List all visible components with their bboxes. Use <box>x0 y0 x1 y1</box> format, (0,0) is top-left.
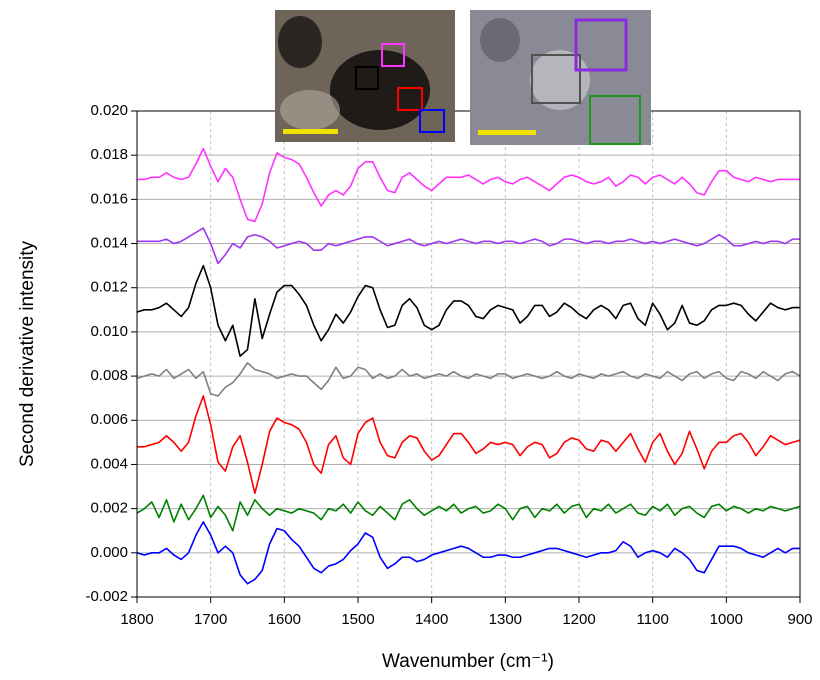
inset-marker <box>381 43 405 67</box>
y-tick-label: 0.000 <box>90 544 128 561</box>
x-axis-title: Wavenumber (cm⁻¹) <box>382 651 554 672</box>
x-tick-label: 1000 <box>710 611 743 628</box>
series-line <box>136 264 800 358</box>
inset-texture <box>330 50 430 130</box>
y-tick-label: 0.004 <box>90 455 128 472</box>
inset-image-right <box>470 10 651 145</box>
y-axis-title: Second derivative intensity <box>17 240 38 467</box>
x-tick-label: 1700 <box>194 611 227 628</box>
y-tick-label: 0.008 <box>90 367 128 384</box>
inset-texture <box>278 16 322 68</box>
inset-scale-bar <box>478 130 536 135</box>
y-tick-label: 0.020 <box>90 102 128 119</box>
plot-frame <box>136 110 801 598</box>
series-line <box>136 521 800 585</box>
y-tick-label: 0.012 <box>90 279 128 296</box>
inset-texture <box>280 90 340 130</box>
series-line <box>137 227 800 265</box>
x-tick-label: 900 <box>787 611 812 628</box>
y-tick-label: -0.002 <box>85 588 128 605</box>
inset-image-left <box>275 10 455 142</box>
x-tick-label: 1600 <box>268 611 301 628</box>
series-line <box>136 362 801 397</box>
inset-marker <box>419 109 445 133</box>
inset-scale-bar <box>283 129 338 134</box>
x-tick-label: 1300 <box>489 611 522 628</box>
x-tick-label: 1200 <box>562 611 595 628</box>
y-tick-label: 0.016 <box>90 190 128 207</box>
y-tick-label: 0.018 <box>90 146 128 163</box>
y-tick-label: 0.006 <box>90 411 128 428</box>
inset-marker <box>531 54 581 104</box>
y-tick-label: 0.014 <box>90 235 128 252</box>
x-tick-label: 1800 <box>120 611 153 628</box>
inset-texture <box>480 18 520 62</box>
y-tick-label: 0.002 <box>90 500 128 517</box>
x-tick-label: 1400 <box>415 611 448 628</box>
x-tick-label: 1100 <box>637 611 669 628</box>
inset-marker <box>589 95 641 145</box>
inset-marker <box>574 18 628 72</box>
x-tick-label: 1500 <box>341 611 374 628</box>
y-tick-label: 0.010 <box>90 323 128 340</box>
series-line <box>136 494 801 532</box>
series-line <box>137 147 800 223</box>
inset-marker <box>355 66 379 90</box>
series-line <box>137 395 801 494</box>
plot-area: -0.002 0.000 0.002 0.004 0.006 0.008 0.010 0.01… <box>85 102 812 628</box>
inset-marker <box>397 87 423 111</box>
